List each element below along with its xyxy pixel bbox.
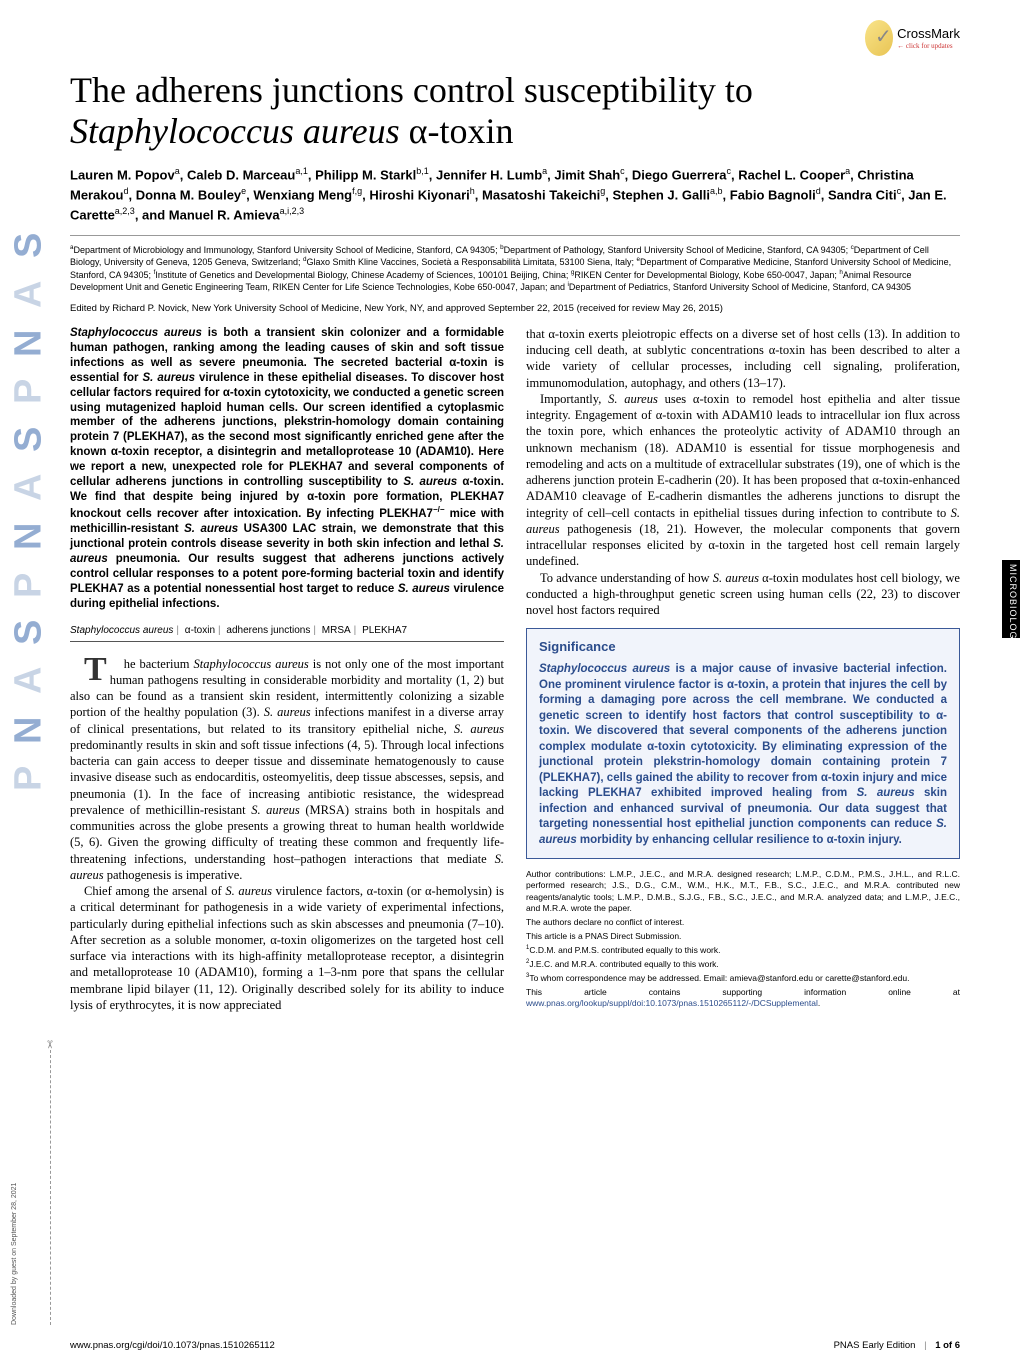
footnote: The authors declare no conflict of inter… — [526, 917, 960, 928]
title-italic: Staphylococcus aureus — [70, 111, 400, 151]
body-paragraph-5: To advance understanding of how S. aureu… — [526, 570, 960, 619]
affiliations: aDepartment of Microbiology and Immunolo… — [70, 235, 960, 293]
pnas-side-banner: PNAS PNAS PNAS — [8, 220, 50, 800]
abstract: Staphylococcus aureus is both a transien… — [70, 326, 504, 612]
footer-doi: www.pnas.org/cgi/doi/10.1073/pnas.151026… — [70, 1340, 275, 1351]
crossmark-icon — [865, 20, 893, 56]
footnote: This article contains supporting informa… — [526, 987, 960, 1009]
body-paragraph-3: that α-toxin exerts pleiotropic effects … — [526, 326, 960, 391]
crossmark-label: CrossMark — [897, 26, 960, 41]
article-title: The adherens junctions control susceptib… — [70, 70, 960, 153]
title-post: α-toxin — [400, 111, 514, 151]
title-pre: The adherens junctions control susceptib… — [70, 70, 753, 110]
crossmark-badge[interactable]: CrossMark ← click for updates — [865, 18, 960, 58]
significance-heading: Significance — [539, 639, 947, 656]
footnote: Author contributions: L.M.P., J.E.C., an… — [526, 869, 960, 913]
author-list: Lauren M. Popova, Caleb D. Marceaua,1, P… — [70, 165, 960, 226]
footnote: This article is a PNAS Direct Submission… — [526, 931, 960, 942]
body-paragraph-2: Chief among the arsenal of S. aureus vir… — [70, 883, 504, 1013]
dropcap: T — [70, 656, 110, 684]
footnote: 3To whom correspondence may be addressed… — [526, 973, 960, 984]
footnotes: Author contributions: L.M.P., J.E.C., an… — [526, 869, 960, 1009]
keywords: Staphylococcus aureus| α-toxin| adherens… — [70, 624, 504, 642]
download-note: Downloaded by guest on September 28, 202… — [11, 1125, 18, 1325]
significance-box: Significance Staphylococcus aureus is a … — [526, 628, 960, 859]
crossmark-sublabel: ← click for updates — [897, 42, 960, 50]
footnote: 2J.E.C. and M.R.A. contributed equally t… — [526, 959, 960, 970]
body-paragraph-1: The bacterium Staphylococcus aureus is n… — [70, 656, 504, 884]
section-tab-microbiology: MICROBIOLOGY — [1002, 560, 1020, 638]
body-paragraph-4: Importantly, S. aureus uses α-toxin to r… — [526, 391, 960, 570]
significance-text: Staphylococcus aureus is a major cause o… — [539, 662, 947, 848]
page-footer: www.pnas.org/cgi/doi/10.1073/pnas.151026… — [70, 1340, 960, 1351]
cut-line — [50, 1050, 51, 1325]
footer-page: 1 of 6 — [935, 1340, 960, 1351]
footnote: 1C.D.M. and P.M.S. contributed equally t… — [526, 945, 960, 956]
footer-edition: PNAS Early Edition — [834, 1340, 916, 1351]
edited-by: Edited by Richard P. Novick, New York Un… — [70, 303, 960, 314]
